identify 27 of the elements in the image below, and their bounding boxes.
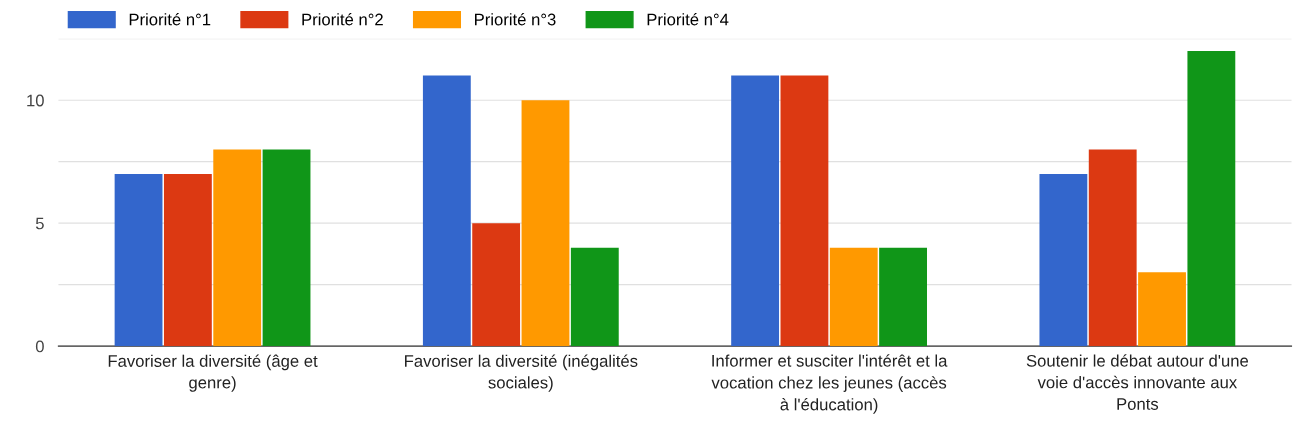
bar [521, 100, 570, 347]
x-tick-label: Favoriser la diversité (âge et genre) [108, 354, 318, 392]
bar [114, 173, 163, 347]
legend-label: Priorité n°1 [129, 12, 211, 26]
bar [422, 75, 471, 347]
x-tick-label: Favoriser la diversité (inégalités sociales) [405, 354, 638, 392]
bar [829, 247, 878, 347]
bar [1187, 51, 1236, 347]
bar [879, 247, 928, 347]
bar [1138, 272, 1186, 347]
bar [731, 75, 780, 347]
legend-label: Priorité n°4 [647, 12, 729, 26]
bar [570, 247, 619, 347]
bar [780, 75, 829, 347]
y-tick-label: 5 [35, 217, 44, 230]
bar [213, 149, 262, 347]
legend-label: Priorité n°2 [302, 12, 383, 26]
y-tick-label: 0 [35, 340, 44, 353]
bar [163, 173, 212, 347]
bar [1039, 173, 1088, 347]
x-tick-label: Soutenir le débat autour d'une voie d'accès innovante aux Ponts [1026, 354, 1249, 410]
bar [472, 223, 521, 347]
bar [1088, 149, 1137, 347]
y-tick-label: 10 [27, 94, 44, 107]
bar [262, 149, 311, 347]
x-tick-label: Informer et susciter l'intérêt et la vocation chez les jeunes (accès à l'éducation) [711, 354, 948, 414]
legend-label: Priorité n°3 [475, 12, 556, 26]
